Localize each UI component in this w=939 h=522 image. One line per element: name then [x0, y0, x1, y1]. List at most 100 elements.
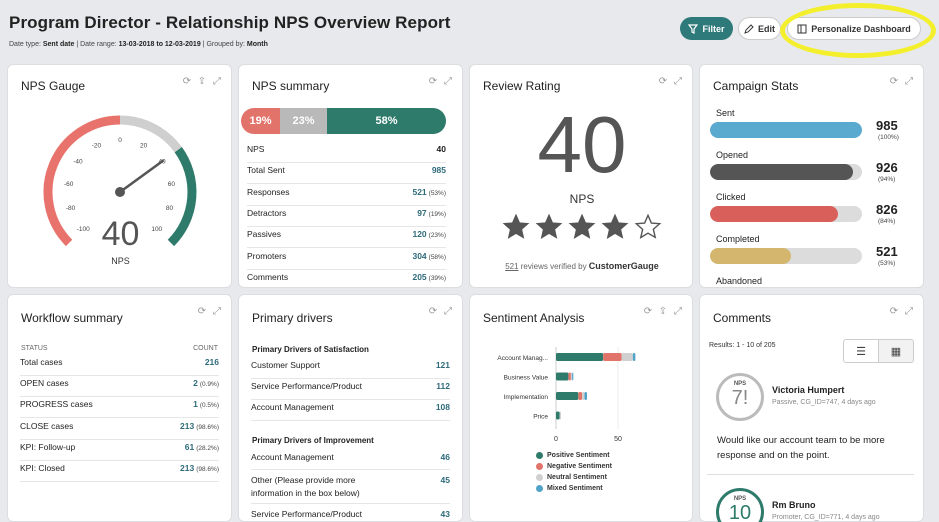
- primary-drivers-card: Primary drivers ⟳ ⤢ Primary Drivers of Sa…: [238, 294, 463, 522]
- workflow-row: PROGRESS cases 1 (0.5%): [20, 399, 219, 419]
- comment-nps-tag: NPS: [733, 381, 747, 387]
- summary-count[interactable]: 985: [431, 165, 446, 176]
- workflow-count[interactable]: 2: [193, 378, 198, 389]
- review-count-link[interactable]: 521: [505, 262, 519, 271]
- status-column-header: STATUS: [21, 345, 48, 352]
- summary-row-label: NPS: [247, 144, 265, 154]
- summary-row-label: Detractors: [247, 207, 287, 218]
- summary-row-value: 521 (53%): [412, 187, 446, 197]
- summary-percent: (23%): [428, 232, 446, 240]
- summary-row-value: 304 (58%): [412, 251, 446, 261]
- refresh-icon[interactable]: ⟳: [889, 306, 899, 317]
- workflow-count[interactable]: 61: [184, 441, 195, 452]
- summary-row-label: Comments: [247, 271, 289, 282]
- legend-dot-icon: [536, 474, 543, 481]
- workflow-percent: (28.2%): [196, 444, 219, 452]
- meta-date-range: 13-03-2018 to 12-03-2019: [118, 41, 201, 48]
- driver-count[interactable]: 45: [440, 475, 450, 485]
- card-title: Sentiment Analysis: [483, 311, 585, 325]
- edit-button-label: Edit: [758, 23, 775, 34]
- campaign-stat-value: 926: [876, 160, 898, 175]
- driver-count[interactable]: 112: [436, 381, 450, 391]
- driver-label: Other (Please provide more: [251, 475, 356, 485]
- workflow-row: KPI: Follow-up 61 (28.2%): [20, 442, 219, 461]
- card-title: NPS Gauge: [21, 79, 86, 93]
- card-title: NPS summary: [252, 79, 330, 93]
- refresh-icon[interactable]: ⟳: [643, 306, 653, 317]
- sentiment-bar-segment: [582, 392, 585, 400]
- highlight-annotation: [780, 3, 936, 58]
- sentiment-legend-item[interactable]: Positive Sentiment: [536, 452, 610, 459]
- sentiment-bar-segment: [556, 392, 579, 400]
- filter-icon: [688, 23, 699, 34]
- sentiment-legend-item[interactable]: Neutral Sentiment: [536, 474, 607, 481]
- refresh-icon[interactable]: ⟳: [428, 76, 438, 87]
- refresh-icon[interactable]: ⟳: [889, 76, 899, 87]
- expand-icon[interactable]: ⤢: [674, 76, 682, 87]
- campaign-stat-label: Opened: [716, 150, 749, 160]
- sentiment-analysis-card: Sentiment Analysis ⟳ ⇪ ⤢ Account Manag... B…: [469, 294, 693, 522]
- gauge-arc-negative: [43, 115, 121, 247]
- comments-results-count: Results: 1 - 10 of 205: [709, 342, 776, 349]
- workflow-count[interactable]: 1: [193, 399, 198, 410]
- export-icon[interactable]: ⇪: [197, 76, 207, 87]
- summary-count[interactable]: 120: [412, 229, 427, 240]
- expand-icon[interactable]: ⤢: [905, 76, 913, 87]
- summary-row-value: 97 (19%): [417, 208, 446, 218]
- expand-icon[interactable]: ⤢: [444, 306, 452, 317]
- summary-row: Detractors 97 (19%): [247, 208, 446, 227]
- campaign-stat-value: 985: [876, 118, 898, 133]
- summary-row-value: 985: [432, 165, 446, 175]
- grid-view-button[interactable]: ▦: [878, 339, 914, 363]
- summary-count[interactable]: 304: [412, 250, 427, 261]
- comment-nps-tag: NPS: [733, 496, 747, 502]
- review-value: 40: [537, 100, 627, 189]
- workflow-count[interactable]: 213: [180, 463, 195, 473]
- gauge-tick-label: -60: [64, 181, 74, 188]
- legend-label: Positive Sentiment: [547, 452, 610, 459]
- workflow-row-value: 213 (98.6%): [180, 463, 219, 473]
- workflow-count[interactable]: 216: [204, 357, 219, 367]
- summary-count[interactable]: 97: [417, 207, 427, 218]
- refresh-icon[interactable]: ⟳: [658, 76, 668, 87]
- summary-row-value: 120 (23%): [412, 229, 446, 239]
- workflow-percent: (0.9%): [199, 381, 219, 389]
- driver-count[interactable]: 108: [435, 402, 450, 412]
- summary-count[interactable]: 521: [412, 186, 427, 197]
- driver-count[interactable]: 43: [440, 509, 450, 519]
- comment-author[interactable]: Rm Bruno: [772, 500, 816, 510]
- drivers-table: Customer Support 121 Service Performance/P…: [238, 294, 463, 522]
- summary-count[interactable]: 205: [412, 271, 427, 282]
- expand-icon[interactable]: ⤢: [674, 306, 682, 317]
- expand-icon[interactable]: ⤢: [905, 306, 913, 317]
- expand-icon[interactable]: ⤢: [213, 76, 221, 87]
- legend-dot-icon: [536, 463, 543, 470]
- sentiment-legend-item[interactable]: Mixed Sentiment: [536, 485, 603, 492]
- filter-button[interactable]: Filter: [680, 17, 733, 40]
- workflow-count[interactable]: 213: [180, 420, 195, 431]
- brand-logo: CustomerGauge: [588, 261, 659, 271]
- expand-icon[interactable]: ⤢: [213, 306, 221, 317]
- export-icon[interactable]: ⇪: [658, 306, 668, 317]
- edit-button[interactable]: Edit: [738, 17, 781, 40]
- list-view-button[interactable]: ☰: [843, 339, 879, 363]
- sentiment-legend-item[interactable]: Negative Sentiment: [536, 463, 612, 470]
- card-title: Campaign Stats: [713, 79, 799, 93]
- sentiment-category-label: Account Manag...: [497, 355, 548, 362]
- summary-row-label: Promoters: [247, 250, 287, 261]
- driver-count[interactable]: 46: [440, 452, 450, 462]
- campaign-stat-percent: (94%): [878, 176, 896, 183]
- driver-count[interactable]: 121: [435, 360, 450, 370]
- comment-author[interactable]: Victoria Humpert: [772, 385, 845, 395]
- summary-percent: (39%): [428, 274, 446, 282]
- report-header: Program Director - Relationship NPS Over…: [0, 0, 939, 62]
- gauge-tick-label: -80: [66, 205, 76, 212]
- list-icon: ☰: [856, 345, 866, 358]
- refresh-icon[interactable]: ⟳: [428, 306, 438, 317]
- sentiment-tick-label: 50: [614, 436, 622, 443]
- refresh-icon[interactable]: ⟳: [197, 306, 207, 317]
- improvement-driver-row: Service Performance/Product 43: [251, 508, 450, 522]
- expand-icon[interactable]: ⤢: [444, 76, 452, 87]
- workflow-table: Total cases 216 OPEN cases 2 (0.9%) PROGRESS …: [7, 294, 232, 522]
- refresh-icon[interactable]: ⟳: [182, 76, 192, 87]
